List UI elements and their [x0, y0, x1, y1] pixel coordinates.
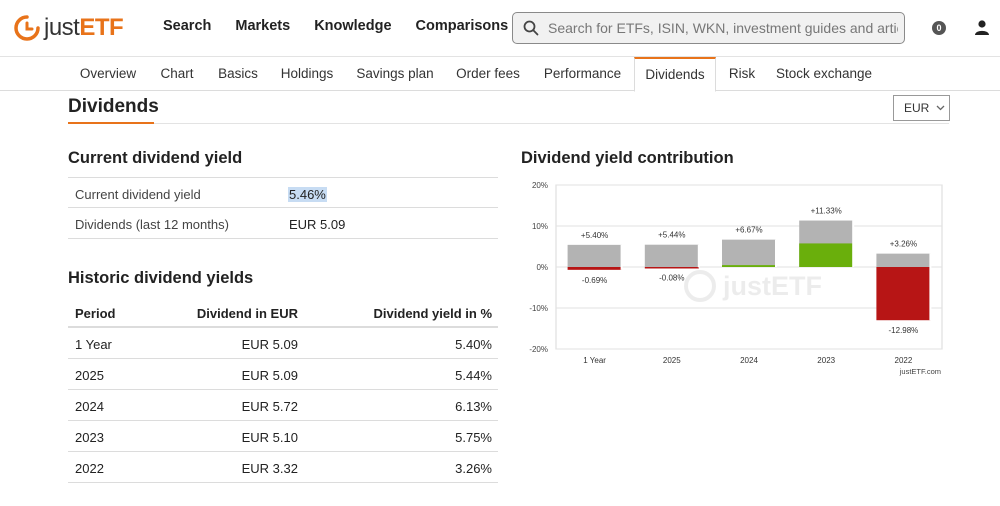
top-header: justETF Search Markets Knowledge Compari…: [0, 0, 1000, 57]
row-label: Dividends (last 12 months): [75, 217, 229, 232]
bar-dividend: [567, 244, 622, 267]
chart-title: Dividend yield contribution: [521, 149, 734, 167]
yield-cell: 5.75%: [455, 430, 492, 445]
data-label-dividend: +11.33%: [811, 207, 842, 216]
chart-bars: [567, 220, 932, 321]
currency-value: EUR: [904, 101, 930, 115]
watermark-text: justETF: [722, 271, 822, 301]
period-cell: 2023: [75, 430, 104, 445]
period-cell: 2022: [75, 461, 104, 476]
y-tick-label: -10%: [529, 304, 548, 313]
search-input[interactable]: [548, 20, 898, 36]
current-yield-heading: Current dividend yield: [68, 149, 243, 167]
logo-mark-icon: [14, 15, 40, 41]
x-tick-label: 2023: [817, 356, 835, 365]
search-icon[interactable]: [523, 20, 539, 36]
data-label-contribution: -0.08%: [659, 273, 684, 282]
tab-overview[interactable]: Overview: [79, 66, 137, 81]
bar-dividend: [644, 244, 699, 267]
yield-cell: 6.13%: [455, 399, 492, 414]
watchlist-count-badge[interactable]: 0: [932, 21, 946, 35]
tab-risk[interactable]: Risk: [728, 66, 756, 81]
table-row: 2024 EUR 5.72 6.13%: [68, 390, 498, 421]
table-row: Current dividend yield 5.46%: [68, 177, 498, 208]
data-label-dividend: +3.26%: [890, 240, 917, 249]
tab-order-fees[interactable]: Order fees: [456, 66, 520, 81]
bar-contribution: [722, 265, 776, 267]
etf-tabs: Overview Chart Basics Holdings Savings p…: [0, 57, 1000, 92]
table-row: Dividends (last 12 months) EUR 5.09: [68, 208, 498, 239]
nav-knowledge[interactable]: Knowledge: [314, 18, 392, 34]
yield-cell: 5.44%: [455, 368, 492, 383]
nav-search[interactable]: Search: [163, 18, 212, 34]
dividend-cell: EUR 5.09: [241, 337, 298, 352]
currency-select[interactable]: EUR: [893, 95, 950, 121]
period-cell: 1 Year: [75, 337, 112, 352]
bar-contribution: [799, 243, 854, 267]
col-header-period: Period: [75, 306, 116, 321]
dividend-cell: EUR 5.09: [241, 368, 298, 383]
logo-text: justETF: [44, 14, 124, 41]
row-label: Current dividend yield: [75, 187, 201, 202]
user-icon[interactable]: [975, 20, 989, 35]
tab-basics[interactable]: Basics: [218, 66, 258, 81]
dividend-cell: EUR 5.72: [241, 399, 298, 414]
tab-chart[interactable]: Chart: [160, 66, 194, 81]
data-label-contribution: -12.98%: [889, 326, 919, 335]
watermark: justETF: [684, 270, 822, 302]
dividend-yield-chart: 20% 10% 0% -10% -20% justETF +5.40% -0.69% 1 Y…: [529, 181, 943, 376]
nav-comparisons[interactable]: Comparisons: [415, 18, 509, 34]
tab-performance[interactable]: Performance: [543, 66, 622, 81]
data-label-dividend: +5.44%: [658, 231, 685, 240]
chevron-down-icon: [936, 105, 945, 111]
yield-cell: 5.40%: [455, 337, 492, 352]
period-cell: 2025: [75, 368, 104, 383]
chart-labels: +5.40% -0.69% 1 Year +5.44% -0.08% 2025 +6.67%…: [581, 207, 918, 365]
x-tick-label: 2024: [740, 356, 758, 365]
table-row: 2025 EUR 5.09 5.44%: [68, 359, 498, 390]
nav-markets[interactable]: Markets: [235, 18, 291, 34]
current-yield-table: Current dividend yield 5.46% Dividends (…: [68, 177, 498, 239]
chart-credit: justETF.com: [899, 367, 941, 376]
tab-dividends[interactable]: Dividends: [634, 57, 716, 92]
table-row: 1 Year EUR 5.09 5.40%: [68, 328, 498, 359]
bar-dividend: [876, 253, 931, 267]
justetf-logo[interactable]: justETF: [14, 13, 124, 43]
search-box: [512, 12, 905, 44]
table-row: 2023 EUR 5.10 5.75%: [68, 421, 498, 452]
section-title: Dividends: [68, 96, 159, 117]
historic-yields-heading: Historic dividend yields: [68, 269, 254, 287]
data-label-dividend: +5.40%: [581, 231, 608, 240]
y-tick-label: 20%: [532, 181, 548, 190]
data-label-dividend: +6.67%: [735, 226, 762, 235]
data-label-contribution: -0.69%: [582, 276, 607, 285]
x-tick-label: 2022: [895, 356, 913, 365]
bar-contribution: [567, 267, 622, 270]
period-cell: 2024: [75, 399, 104, 414]
tab-holdings[interactable]: Holdings: [280, 66, 334, 81]
bar-contribution: [644, 267, 699, 269]
dividend-cell: EUR 3.32: [241, 461, 298, 476]
section-title-underline: [68, 122, 154, 124]
dividends-12m-value: EUR 5.09: [289, 217, 346, 232]
y-tick-label: -20%: [529, 345, 548, 354]
tab-stock-exchange[interactable]: Stock exchange: [775, 66, 873, 81]
bar-dividend: [722, 239, 776, 267]
historic-yields-table: Period Dividend in EUR Dividend yield in…: [68, 297, 498, 483]
col-header-yield: Dividend yield in %: [373, 306, 492, 321]
x-tick-label: 2025: [663, 356, 681, 365]
current-yield-value: 5.46%: [288, 187, 327, 202]
col-header-dividend: Dividend in EUR: [196, 306, 298, 321]
x-tick-label: 1 Year: [583, 356, 606, 365]
bar-contribution: [876, 267, 931, 321]
table-row: 2022 EUR 3.32 3.26%: [68, 452, 498, 483]
y-tick-label: 10%: [532, 222, 548, 231]
tab-savings-plan[interactable]: Savings plan: [356, 66, 434, 81]
yield-cell: 3.26%: [455, 461, 492, 476]
dividend-cell: EUR 5.10: [241, 430, 298, 445]
section-divider: [68, 123, 949, 124]
table-header-row: Period Dividend in EUR Dividend yield in…: [68, 297, 498, 328]
y-tick-label: 0%: [536, 263, 548, 272]
main-nav: Search Markets Knowledge Comparisons: [163, 18, 508, 34]
